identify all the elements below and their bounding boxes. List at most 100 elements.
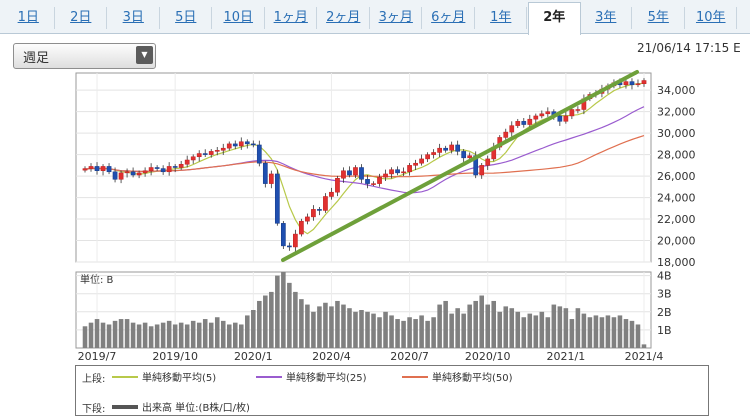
legend-upper-label: 上段: (82, 374, 106, 385)
tab-4[interactable]: 5日 (161, 7, 212, 29)
volume-bar (196, 322, 202, 348)
volume-bar (329, 306, 334, 348)
candle-body (88, 166, 94, 169)
candle-body (160, 168, 166, 173)
candle-body (509, 125, 515, 133)
candle-body (329, 191, 334, 197)
volume-bar (593, 315, 599, 348)
x-tick-label: 2019/10 (152, 350, 198, 363)
candle-body (335, 177, 340, 193)
legend-item-sma50: 単純移動平均(50) (402, 369, 513, 384)
volume-bar (269, 291, 274, 348)
volume-bar (208, 322, 214, 348)
volume-bar (305, 304, 310, 348)
volume-bar (449, 313, 454, 348)
candle-body (629, 81, 635, 86)
tab-12[interactable]: 3年 (581, 7, 632, 29)
volume-bar (497, 311, 503, 348)
period-select[interactable]: 週足 ▼ (13, 43, 156, 69)
candle-body (353, 167, 358, 176)
volume-bar (473, 300, 478, 348)
legend-lower-label: 下段: (82, 404, 106, 415)
candle-body (575, 109, 581, 111)
candle-body (317, 209, 322, 211)
candle-body (545, 111, 551, 115)
candle-body (449, 144, 455, 151)
candle-body (341, 170, 346, 179)
volume-bar (515, 311, 521, 348)
volume-bar (317, 306, 322, 348)
legend-label-sma50: 単純移動平均(50) (432, 373, 513, 384)
candle-body (533, 115, 539, 120)
candle-body (539, 113, 545, 117)
tab-1[interactable]: 1日 (3, 7, 55, 29)
tab-6[interactable]: 1ヶ月 (266, 7, 317, 29)
candle-body (244, 141, 250, 145)
volume-bar (635, 324, 641, 348)
volume-bar (184, 324, 190, 348)
volume-bar (94, 319, 100, 348)
candle-body (100, 166, 106, 171)
legend-item-volume: 出来高 単位:(B株/口/枚) (112, 399, 250, 414)
volume-bar (251, 310, 256, 348)
tab-14[interactable]: 10年 (686, 7, 737, 29)
tab-5[interactable]: 10日 (213, 7, 265, 29)
candle-body (479, 165, 485, 176)
price-tick-label: 28,000 (657, 149, 696, 162)
volume-bar (275, 275, 280, 348)
legend-swatch-sma50 (402, 375, 428, 378)
volume-bar (401, 320, 406, 348)
candle-body (208, 151, 214, 155)
candle-body (401, 171, 406, 174)
tab-13[interactable]: 5年 (633, 7, 685, 29)
volume-bar (479, 295, 484, 348)
candle-body (395, 169, 400, 174)
volume-bar (190, 320, 196, 348)
candle-body (527, 118, 533, 125)
legend-swatch-sma25 (256, 375, 282, 378)
volume-bar (599, 317, 605, 348)
legend-item-sma5: 単純移動平均(5) (112, 369, 216, 384)
candle-body (569, 109, 575, 117)
period-tab-bar: 1日 2日 3日 5日 10日 1ヶ月 2ヶ月 3ヶ月 6ヶ月 1年 2年 3年 5年 10年 (0, 0, 750, 35)
candle-body (299, 220, 304, 235)
tab-9[interactable]: 6ヶ月 (423, 7, 475, 29)
tab-10[interactable]: 1年 (476, 7, 527, 29)
legend-swatch-volume (112, 404, 138, 409)
volume-bar (281, 272, 286, 348)
volume-bar (395, 319, 400, 348)
volume-bar (154, 324, 160, 348)
volume-bar (587, 317, 593, 348)
volume-bar (419, 315, 424, 348)
volume-bar (130, 322, 136, 348)
candle-body (455, 144, 461, 152)
candle-body (220, 147, 226, 151)
candle-body (232, 143, 238, 147)
volume-bar (220, 320, 226, 348)
tab-8[interactable]: 3ヶ月 (371, 7, 422, 29)
candle-body (503, 131, 509, 138)
volume-bar (226, 324, 232, 348)
sma50-line (84, 135, 645, 178)
volume-bar (629, 320, 635, 348)
volume-bar (389, 315, 394, 348)
candle-body (359, 167, 364, 180)
volume-bar (485, 304, 491, 348)
volume-bar (245, 315, 250, 348)
volume-bar (359, 310, 364, 348)
volume-bar (431, 317, 436, 348)
tab-3[interactable]: 3日 (108, 7, 160, 29)
candle-body (142, 170, 148, 174)
candle-body (268, 173, 274, 184)
candle-body (431, 152, 436, 155)
candle-body (172, 166, 178, 168)
candle-body (365, 179, 370, 184)
tab-7[interactable]: 2ヶ月 (318, 7, 370, 29)
tab-2[interactable]: 2日 (56, 7, 107, 29)
tab-11[interactable]: 2年 (528, 2, 581, 35)
volume-bar (232, 322, 238, 348)
volume-bar (575, 308, 581, 348)
candle-body (419, 158, 424, 164)
candle-body (256, 144, 262, 164)
